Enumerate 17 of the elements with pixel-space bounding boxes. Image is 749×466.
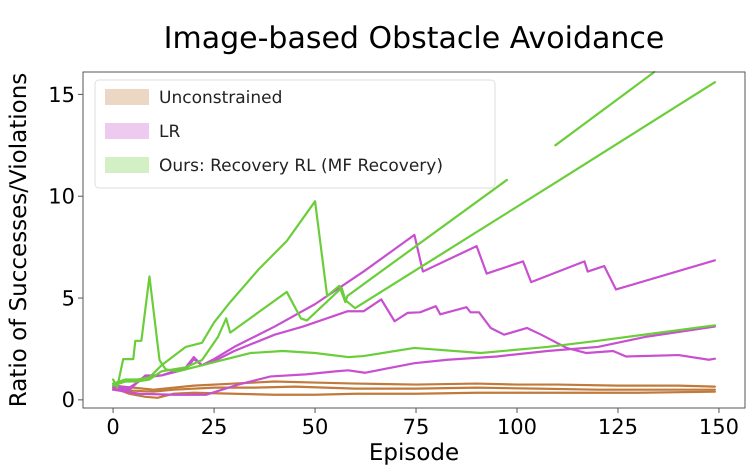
y-tick-label: 0 bbox=[62, 388, 75, 412]
x-tick-label: 25 bbox=[200, 415, 228, 439]
y-axis-title: Ratio of Successes/Violations bbox=[6, 72, 32, 408]
chart-title: Image-based Obstacle Avoidance bbox=[164, 21, 664, 56]
y-tick-label: 10 bbox=[48, 184, 75, 209]
x-tick-label: 150 bbox=[698, 415, 739, 439]
legend-label: Ours: Recovery RL (MF Recovery) bbox=[159, 156, 443, 176]
legend-label: LR bbox=[159, 122, 180, 142]
x-tick-label: 50 bbox=[302, 415, 328, 439]
x-tick-label: 100 bbox=[496, 415, 538, 439]
x-axis-title: Episode bbox=[368, 440, 460, 466]
y-tick-label: 5 bbox=[62, 286, 75, 310]
y-tick-label: 15 bbox=[48, 82, 75, 107]
legend-label: Unconstrained bbox=[159, 88, 282, 108]
x-tick-label: 125 bbox=[598, 415, 638, 439]
x-tick-label: 0 bbox=[106, 415, 120, 439]
x-tick-label: 75 bbox=[402, 415, 430, 439]
